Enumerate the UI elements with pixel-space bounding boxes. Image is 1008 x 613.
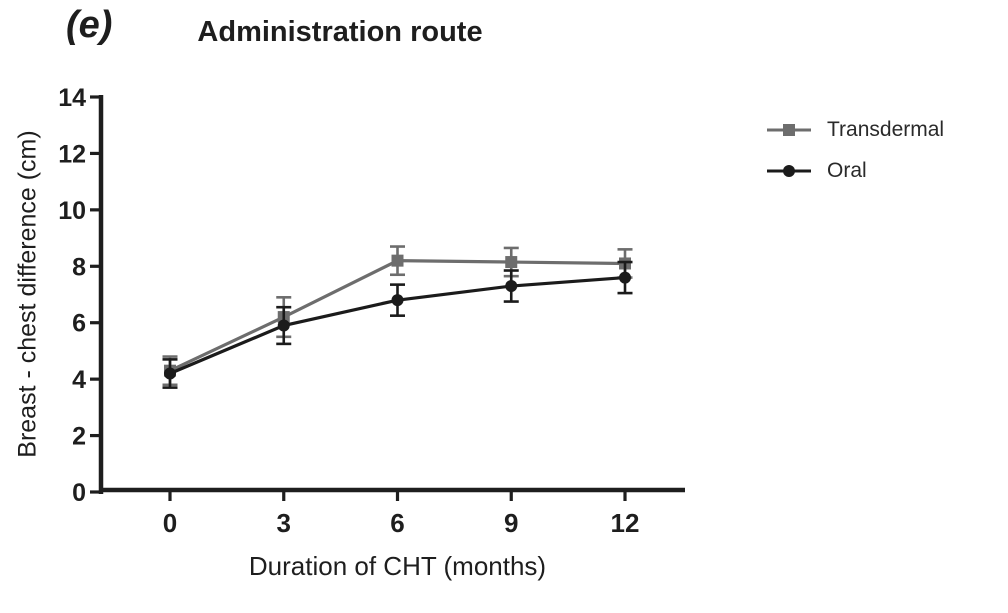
y-tick-label: 14	[58, 84, 86, 112]
y-tick-label: 2	[72, 423, 86, 451]
x-tick-label: 6	[390, 508, 404, 538]
data-point-circle	[619, 271, 631, 284]
legend: Transdermal Oral	[766, 119, 944, 181]
data-point-square	[391, 254, 404, 267]
x-axis-label: Duration of CHT (months)	[248, 551, 547, 581]
data-point-circle	[277, 319, 290, 332]
legend-label-transdermal: Transdermal	[827, 118, 945, 141]
chart-title: Administration route	[197, 16, 483, 48]
x-tick-label: 0	[163, 508, 177, 538]
transdermal-square-marker-icon	[767, 123, 811, 136]
series-oral	[162, 260, 633, 389]
y-tick-label: 4	[72, 366, 86, 394]
data-point-circle	[505, 280, 518, 293]
axes: 0 2 4 6 8 10 12 14 0 3 6 9 12	[58, 84, 685, 538]
data-point-square	[505, 256, 518, 269]
data-point-circle	[391, 294, 404, 307]
legend-item-transdermal: Transdermal	[766, 119, 944, 140]
legend-item-oral: Oral	[766, 160, 944, 181]
y-tick-label: 0	[72, 479, 86, 507]
y-tick-label: 6	[72, 310, 86, 338]
x-tick-label: 9	[504, 508, 518, 538]
x-tick-label: 3	[277, 508, 291, 538]
y-tick-label: 8	[72, 253, 86, 281]
x-tick-label: 12	[611, 508, 640, 538]
legend-label-oral: Oral	[827, 159, 867, 182]
data-point-circle	[164, 367, 176, 380]
oral-circle-marker-icon	[767, 164, 811, 177]
y-tick-label: 10	[58, 197, 86, 225]
y-tick-label: 12	[58, 140, 86, 168]
panel-label: (e)	[66, 4, 113, 46]
